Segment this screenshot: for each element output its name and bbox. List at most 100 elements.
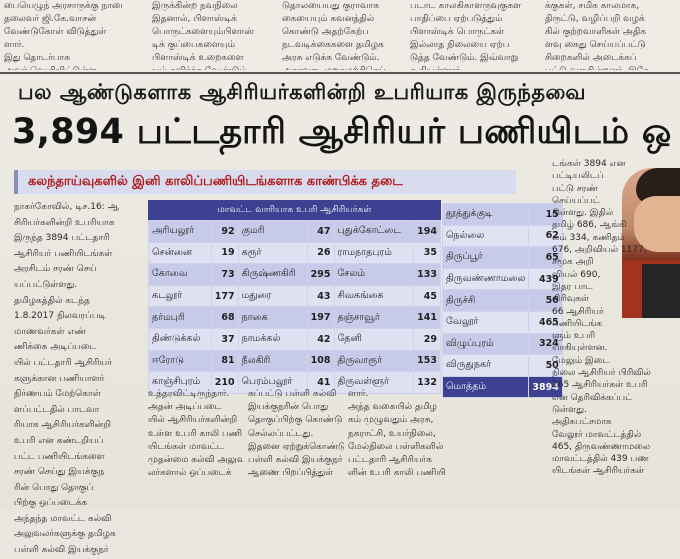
bottom-column-line: கப்பட்டு பள்ளி கல்வி (248, 389, 337, 399)
district-name-cell: அரியலூர் (148, 220, 212, 243)
bottom-column-line: ஆணை பிறப்பித்துள் (248, 468, 334, 479)
top-column-line: க்குகள், சமிக காலமாக, (545, 1, 640, 11)
right-column-line: சமூக அறி (552, 257, 594, 268)
district-count-cell: 26 (306, 241, 335, 265)
left-column-line: உபரி என கண்டறியப் (14, 435, 104, 446)
top-column-3: டுதாலயையது குராவாக கையையும் கவனத்தில் கொண்… (282, 0, 406, 70)
left-column-line: ளப்பட்டதில் பாடவா (14, 404, 100, 415)
district-name-cell: வேலூர் (441, 310, 530, 334)
article-left-column: நாகர்கோவில், டிச.16: ஆ சிரியர்களின்றி உபர… (14, 200, 144, 559)
district-name-cell: திண்டுக்கல் (148, 327, 212, 351)
table-row: விருதுநகர் 50 (441, 354, 563, 377)
district-name-cell: புதுக்கோட்டை (333, 220, 415, 243)
district-name-cell: கிருஷ்ணகிரி (237, 263, 308, 286)
right-column-line: அதிகபட்சமாக (552, 417, 612, 428)
top-column-line: ளார். (4, 40, 25, 50)
right-column-line: பட்டியலிடப் (552, 171, 604, 182)
district-count-cell: 465 (528, 310, 563, 334)
district-table-continued-grid: தூத்துக்குடி 15 நெல்லை 62 திருப்பூர் 65 திருவண… (441, 203, 563, 399)
right-column-line: 265 ஆசிரியர்கள் உபரி (552, 380, 648, 391)
district-name-cell: தஞ்சாவூர் (333, 306, 415, 329)
bottom-column-line: பட்டதாரி ஆசிரியர்க (348, 455, 433, 466)
top-column-line: அதாவது, மறுசுழற்சிசெய் (282, 65, 406, 70)
left-column-line: நாகர்கோவில், டிச.16: ஆ (14, 202, 119, 212)
article-right-column: டங்கள் 3894 என பட்டியலிடப் பட்டு சரண் செய்ய… (552, 158, 680, 478)
table-row: திண்டுக்கல் 37 நாமக்கல் 42 தேனி 29 (148, 327, 441, 351)
top-column-line: இருக்கின்ற நவநிலை (152, 1, 238, 11)
district-count-cell: 45 (413, 284, 441, 308)
top-column-line: படாட காலகிகாளருவுகுகள (410, 1, 522, 11)
table-row: தூத்துக்குடி 15 (441, 203, 563, 226)
district-count-cell: 73 (210, 263, 239, 286)
right-column-line: மாவட்டத்தில் 439 பண (552, 454, 649, 465)
district-count-cell: 324 (528, 332, 563, 356)
district-name-cell: ராமநாதபுரம் (333, 241, 415, 265)
left-column-line: ணிக்கை அடிப்படை (14, 342, 97, 353)
table-row: கோவை 73 கிருஷ்ணகிரி 295 சேலம் 133 (148, 263, 441, 286)
district-name-cell: காஞ்சிபுரம் (148, 371, 212, 394)
district-name-cell: கரூர் (237, 241, 308, 265)
table-row: அரியலூர் 92 குமரி 47 புதுக்கோட்டை 194 (148, 220, 441, 243)
district-count-cell: 197 (306, 306, 335, 329)
top-column-line: கூறியுள்ளார். (410, 65, 538, 70)
district-name-cell: சிவகங்கை (333, 284, 415, 308)
district-count-cell: 37 (210, 327, 239, 351)
photo-face (634, 196, 680, 252)
right-column-line: பணியிடங்க (552, 318, 603, 329)
table-title: மாவட்ட வாரியாக உபரி ஆசிரியர்கள் (148, 200, 441, 220)
right-column-line: செய்யப்பட் (552, 195, 600, 206)
top-column-line: கையையும் கவனத்தில் (282, 14, 375, 24)
bottom-column-line: இயக்குநரின் பொது (248, 402, 329, 413)
top-column-2: இருக்கின்ற நவநிலை இதனால், பிளாஸ்டிக் பொருட… (152, 0, 280, 70)
district-count-cell: 439 (528, 267, 563, 291)
right-column-line: டங்கள் 3894 என (552, 159, 626, 169)
top-column-line: பிளாஸ்டிக் பொருட்கள் (410, 27, 505, 37)
district-name-cell: நெல்லை (441, 224, 530, 248)
left-column-line: மாணவர்கள் எண் (14, 326, 86, 337)
bottom-column-line: இதனை ஏற்றுக்கொண்டு (248, 441, 344, 452)
district-name-cell: தேனி (333, 327, 415, 351)
table-row: தர்மபுரி 68 நாகை 197 தஞ்சாவூர் 141 (148, 306, 441, 329)
district-count-cell: 194 (413, 220, 441, 243)
table-row: காஞ்சிபுரம் 210 பெரம்பலூர் 41 திருவள்ளூர் 132 (148, 371, 441, 394)
district-count-cell: 108 (306, 349, 335, 373)
left-column-line: ஆசிரியர் பணியிடங்கள் (14, 248, 113, 259)
district-name-cell: கடலூர் (148, 284, 212, 308)
district-table: மாவட்ட வாரியாக உபரி ஆசிரியர்கள் அரியலூர்… (148, 200, 441, 394)
district-count-cell: 56 (528, 289, 563, 312)
right-column-line: பட்டு சரண் (552, 183, 598, 194)
top-column-line: அரசு எடுக்க வேண்டும். (282, 53, 380, 63)
district-name-cell: தர்மபுரி (148, 306, 212, 329)
district-name-cell: மொத்தம் (441, 375, 530, 399)
table-row: வேலூர் 465 (441, 310, 563, 334)
district-count-cell: 3894 (528, 375, 563, 399)
district-count-cell: 50 (528, 354, 563, 377)
bottom-column-line: மேல்நிலை பள்ளிகளில் (348, 441, 444, 452)
top-column-line: இதனால், பிளாஸ்டிக் (152, 14, 237, 24)
right-column-line: வியல் 690, (552, 269, 601, 280)
district-count-cell: 43 (306, 284, 335, 308)
right-column-line: 66 ஆசிரியர் (552, 306, 604, 317)
district-count-cell: 15 (528, 203, 563, 226)
right-column-line: யாகியுள்ளன. (552, 343, 608, 354)
right-column-line: டுள்ளது. இதில் (552, 208, 614, 219)
top-column-line: நடவடிக்கைகளை தமிழக (282, 40, 384, 50)
district-name-cell: திருவாரூர் (333, 349, 415, 373)
right-column-line: மேலும் இடை (552, 355, 610, 366)
left-column-line: சிரியர்களின்றி உபரியாக (14, 217, 115, 228)
district-count-cell: 68 (210, 306, 239, 329)
district-name-cell: விழுப்புரம் (441, 332, 530, 356)
bottom-column-2: கப்பட்டு பள்ளி கல்வி இயக்குநரின் பொது தொகு… (248, 388, 344, 480)
left-column-line: அந்தந்த மாவட்ட கல்வி (14, 513, 112, 524)
district-count-cell: 295 (306, 263, 335, 286)
top-column-line: யும் தவிர்க்க வேண்டும். (152, 65, 280, 70)
table-row: கடலூர் 177 மதுரை 43 சிவகங்கை 45 (148, 284, 441, 308)
bottom-column-3: ளார். அந்த வகையில் தமிழ கம் முழுவதும் அரசு… (348, 388, 478, 480)
top-column-line: திருட்டு, வழிப்பறி வழக் (545, 14, 645, 24)
left-column-line: யப்பட்டுள்ளது. (14, 279, 78, 290)
bottom-column-line: லர்களால் ஒப்படைக் (148, 468, 232, 479)
district-name-cell: சென்னை (148, 241, 212, 265)
left-column-line: நிர்ணயம் மேற்கொள் (14, 389, 101, 400)
district-name-cell: நாகை (237, 306, 308, 329)
right-column-line: நிலை ஆசிரியர் பிரிவில் (552, 368, 651, 379)
